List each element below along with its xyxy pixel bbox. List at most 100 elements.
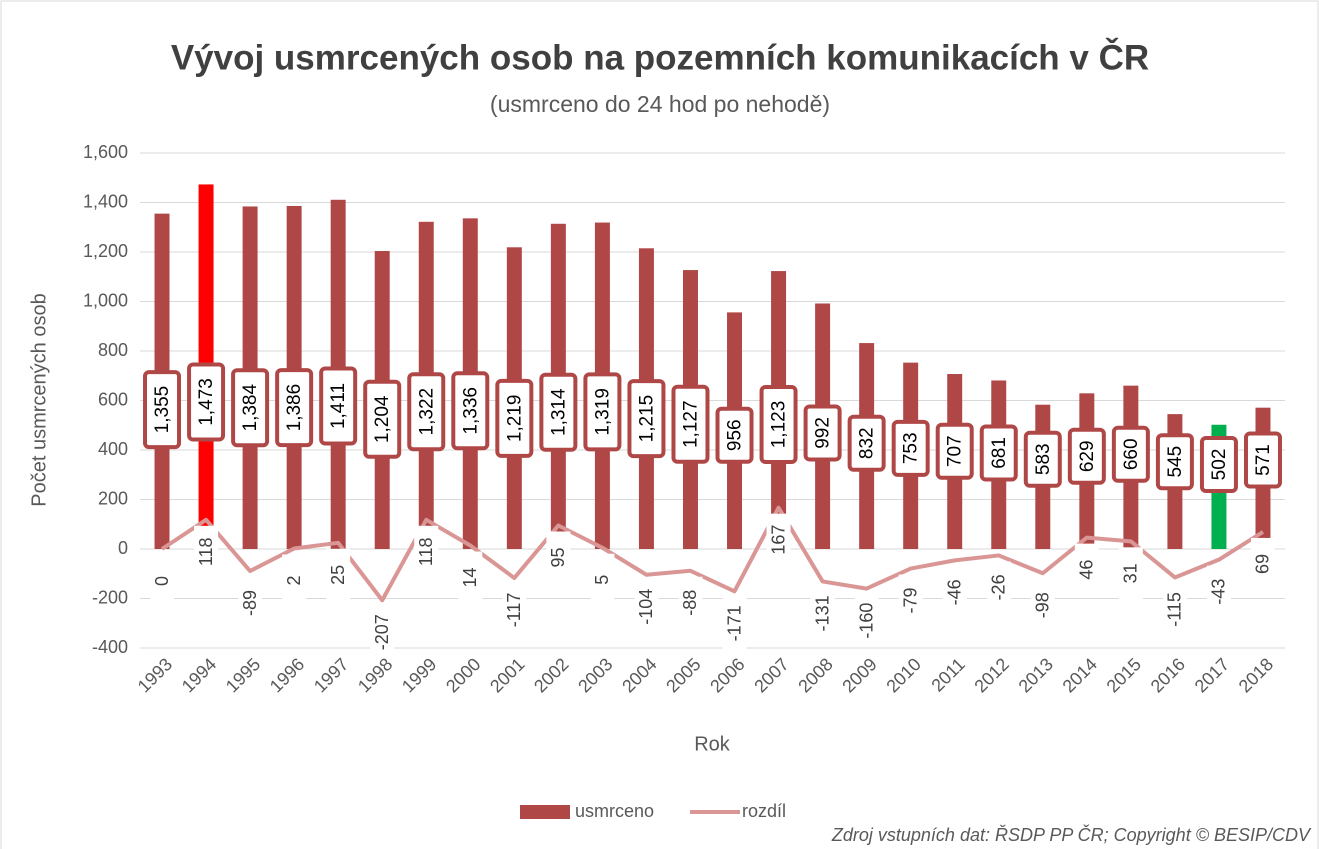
line-label-bg [194,525,219,578]
bar-label-box [1243,431,1282,489]
bar-label-box [363,379,402,459]
y-tick-label: 800 [98,340,128,360]
line-label-bg [458,551,483,604]
y-tick-label: 200 [98,488,128,508]
line-label-bg [238,577,263,630]
line-value-label: 46 [1077,560,1097,580]
bar-label: 1,473 [187,362,226,442]
line-value-label: -43 [1209,579,1229,605]
bar-label: 1,127 [671,384,710,464]
line-label: 118 [414,525,439,578]
line-label: 95 [546,531,571,584]
bar-label-box [671,384,710,464]
legend-label: usmrceno [575,801,654,821]
line-value-label: -98 [1033,592,1053,618]
line-value-label: -26 [989,574,1009,600]
line-value-label: -207 [372,614,392,650]
line-label-bg [1118,547,1143,600]
bar-label-box [715,406,754,464]
line-label: -115 [1162,583,1187,636]
bar-value-label: 832 [857,427,878,459]
bar-value-label: 1,314 [548,388,569,436]
line-label-bg [986,561,1011,614]
line-label-bg [326,548,351,601]
bar-label-box [231,368,270,448]
bar-label: 583 [1023,430,1062,488]
line-label-bg [898,574,923,627]
line-label: 5 [590,553,615,606]
bar-value-label: 545 [1165,446,1186,478]
line-label-bg [282,554,307,607]
line-value-label: 14 [460,568,480,588]
bar-value-label: 1,322 [416,388,437,436]
y-tick-label: 400 [98,439,128,459]
line-label-bg [502,583,527,636]
bar-label-box [759,385,798,465]
line-value-label: -46 [944,579,964,605]
bar-label: 1,384 [231,368,270,448]
line-label: 14 [458,551,483,604]
bar-label: 1,219 [495,378,534,458]
line-label-bg [634,580,659,633]
bar-label: 1,322 [407,372,446,452]
line-label: -207 [370,606,395,659]
bar-label: 545 [1155,433,1194,491]
bar-label-box [1067,427,1106,485]
bar-value-label: 1,127 [680,400,701,448]
line-label: 2 [282,554,307,607]
line-label-bg [678,576,703,629]
line-label: -88 [678,576,703,629]
bar-label: 1,204 [363,379,402,459]
line-label-bg [942,566,967,619]
bar-label: 571 [1243,431,1282,489]
bar-label: 1,314 [539,372,578,452]
line-value-label: 167 [768,525,788,555]
line-value-label: -89 [240,590,260,616]
bar-label: 707 [935,422,974,480]
bar-label-box [187,362,226,442]
bar-label-box [583,372,622,452]
line-label-bg [150,555,175,607]
bar-label-box [979,424,1018,482]
bar-label-box [627,379,666,459]
bar-value-label: 583 [1033,443,1054,475]
bar-value-label: 1,219 [504,395,525,443]
line-label-bg [766,513,791,566]
bar-label: 1,386 [275,368,314,448]
bar-label-box [1111,425,1150,483]
bar-label: 1,336 [451,371,490,451]
y-tick-label: -200 [92,587,128,607]
bar-value-label: 1,386 [284,384,305,432]
bar-label-box [451,371,490,451]
line-value-label: 25 [328,565,348,585]
y-axis-label: Počet usmrcených osob [28,293,50,506]
bar-value-label: 707 [945,435,966,467]
y-tick-label: 1,400 [83,191,128,211]
bar-label: 1,411 [319,366,358,446]
line-label: -117 [502,583,527,636]
line-label: 167 [766,513,791,566]
line-value-label: -117 [504,593,524,628]
line-label-bg [1030,579,1055,632]
line-value-label: 69 [1253,554,1273,574]
line-label: -160 [854,594,879,647]
bar-value-label: 502 [1209,449,1230,481]
line-label: -79 [898,574,923,627]
chart-title: Vývoj usmrcených osob na pozemních komun… [171,37,1149,77]
bar-label-box [495,378,534,458]
line-label-bg [546,531,571,584]
line-label: -46 [942,566,967,619]
line-label-bg [722,597,747,650]
line-label: -131 [810,587,835,640]
y-tick-label: 1,600 [83,142,128,162]
bar-label-box [1199,435,1238,493]
bar-value-label: 1,123 [769,401,790,449]
bar-value-label: 1,204 [372,395,393,443]
line-value-label: 5 [592,575,612,585]
line-value-label: -104 [636,589,656,625]
line-label: -26 [986,561,1011,614]
line-label: 31 [1118,547,1143,600]
line-label: 118 [194,525,219,578]
bar-value-label: 571 [1253,444,1274,476]
